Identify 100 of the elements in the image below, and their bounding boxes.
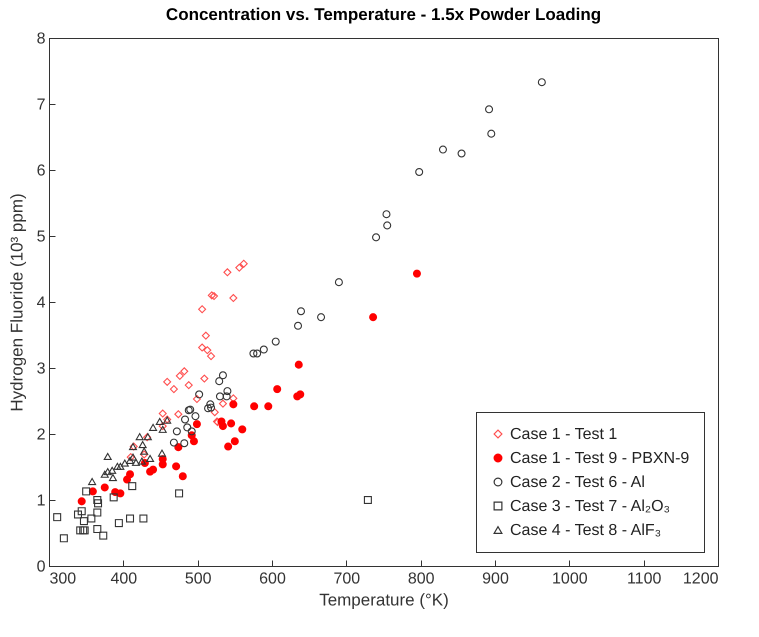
- point: [80, 517, 88, 526]
- point: [100, 483, 109, 492]
- point: [180, 367, 188, 376]
- point: [198, 305, 206, 314]
- point: [412, 270, 421, 278]
- point: [485, 105, 494, 114]
- point: [218, 371, 227, 380]
- point: [202, 332, 210, 340]
- x-tick-label: 500: [184, 570, 212, 588]
- point: [229, 294, 238, 302]
- point: [138, 458, 146, 465]
- point: [128, 454, 138, 461]
- point: [126, 453, 135, 462]
- point: [88, 487, 97, 496]
- point: [210, 408, 219, 416]
- point: [128, 482, 136, 490]
- point: [78, 507, 86, 516]
- point: [250, 402, 258, 410]
- point: [93, 508, 102, 517]
- y-tick-label: 5: [36, 228, 46, 246]
- point: [192, 395, 201, 404]
- point: [195, 390, 204, 398]
- point: [216, 392, 224, 400]
- point: [223, 268, 232, 276]
- point: [104, 468, 112, 476]
- point: [158, 410, 167, 418]
- point: [222, 392, 231, 400]
- point: [178, 472, 187, 480]
- point: [132, 458, 140, 466]
- point: [53, 513, 62, 522]
- point: [126, 456, 134, 464]
- x-tick-label: 800: [408, 570, 435, 588]
- point: [94, 499, 102, 508]
- point: [184, 381, 193, 390]
- point: [253, 349, 262, 358]
- point: [487, 130, 496, 138]
- point: [78, 497, 86, 506]
- point: [208, 291, 216, 300]
- point: [296, 390, 304, 398]
- point: [264, 402, 272, 410]
- point: [140, 450, 148, 458]
- point: [104, 452, 112, 460]
- point: [458, 149, 466, 158]
- point: [203, 346, 212, 354]
- x-tick-label: 1100: [626, 570, 662, 588]
- point: [188, 427, 196, 436]
- point: [180, 439, 188, 448]
- y-tick-label: 8: [36, 30, 46, 48]
- point: [176, 372, 184, 380]
- point: [120, 459, 129, 467]
- point: [172, 427, 181, 436]
- point: [207, 352, 216, 360]
- point: [438, 146, 447, 154]
- point: [207, 404, 216, 412]
- point: [158, 426, 167, 433]
- legend-label: Case 1 - Test 9 - PBXN-9: [510, 450, 690, 467]
- y-tick-label: 1: [36, 492, 46, 510]
- point: [204, 404, 212, 412]
- x-tick-label: 1200: [682, 570, 719, 588]
- point: [181, 415, 190, 424]
- point: [175, 489, 184, 498]
- legend-label: Case 4 - Test 8 - AlF₃: [510, 522, 662, 539]
- y-axis-title: Hydrogen Fluoride (10³ ppm): [8, 193, 27, 412]
- point: [235, 264, 244, 272]
- point: [206, 400, 214, 408]
- point: [136, 433, 144, 440]
- point: [238, 425, 246, 434]
- point: [82, 487, 90, 496]
- point: [317, 313, 326, 322]
- point: [163, 378, 172, 386]
- point: [415, 168, 424, 176]
- point: [93, 525, 102, 534]
- point: [158, 450, 166, 457]
- point: [273, 385, 282, 394]
- point: [249, 349, 258, 358]
- point: [334, 278, 343, 286]
- point: [123, 476, 132, 484]
- point: [538, 78, 546, 86]
- y-tick-label: 6: [36, 162, 46, 180]
- x-tick-label: 700: [333, 570, 360, 588]
- point: [215, 377, 224, 386]
- point: [224, 442, 232, 451]
- point: [170, 438, 178, 447]
- point: [93, 496, 102, 504]
- point: [87, 514, 96, 522]
- point: [172, 462, 180, 470]
- point: [158, 422, 167, 430]
- point: [114, 519, 123, 528]
- point: [100, 470, 109, 478]
- y-tick-label: 0: [36, 558, 46, 576]
- point: [170, 385, 178, 394]
- point: [223, 387, 232, 396]
- point: [364, 496, 372, 504]
- point: [382, 210, 390, 218]
- point: [174, 410, 182, 418]
- point: [146, 454, 154, 462]
- legend-label: Case 1 - Test 1: [510, 426, 618, 443]
- point: [218, 400, 227, 408]
- point: [156, 418, 164, 426]
- y-tick-label: 7: [36, 96, 46, 114]
